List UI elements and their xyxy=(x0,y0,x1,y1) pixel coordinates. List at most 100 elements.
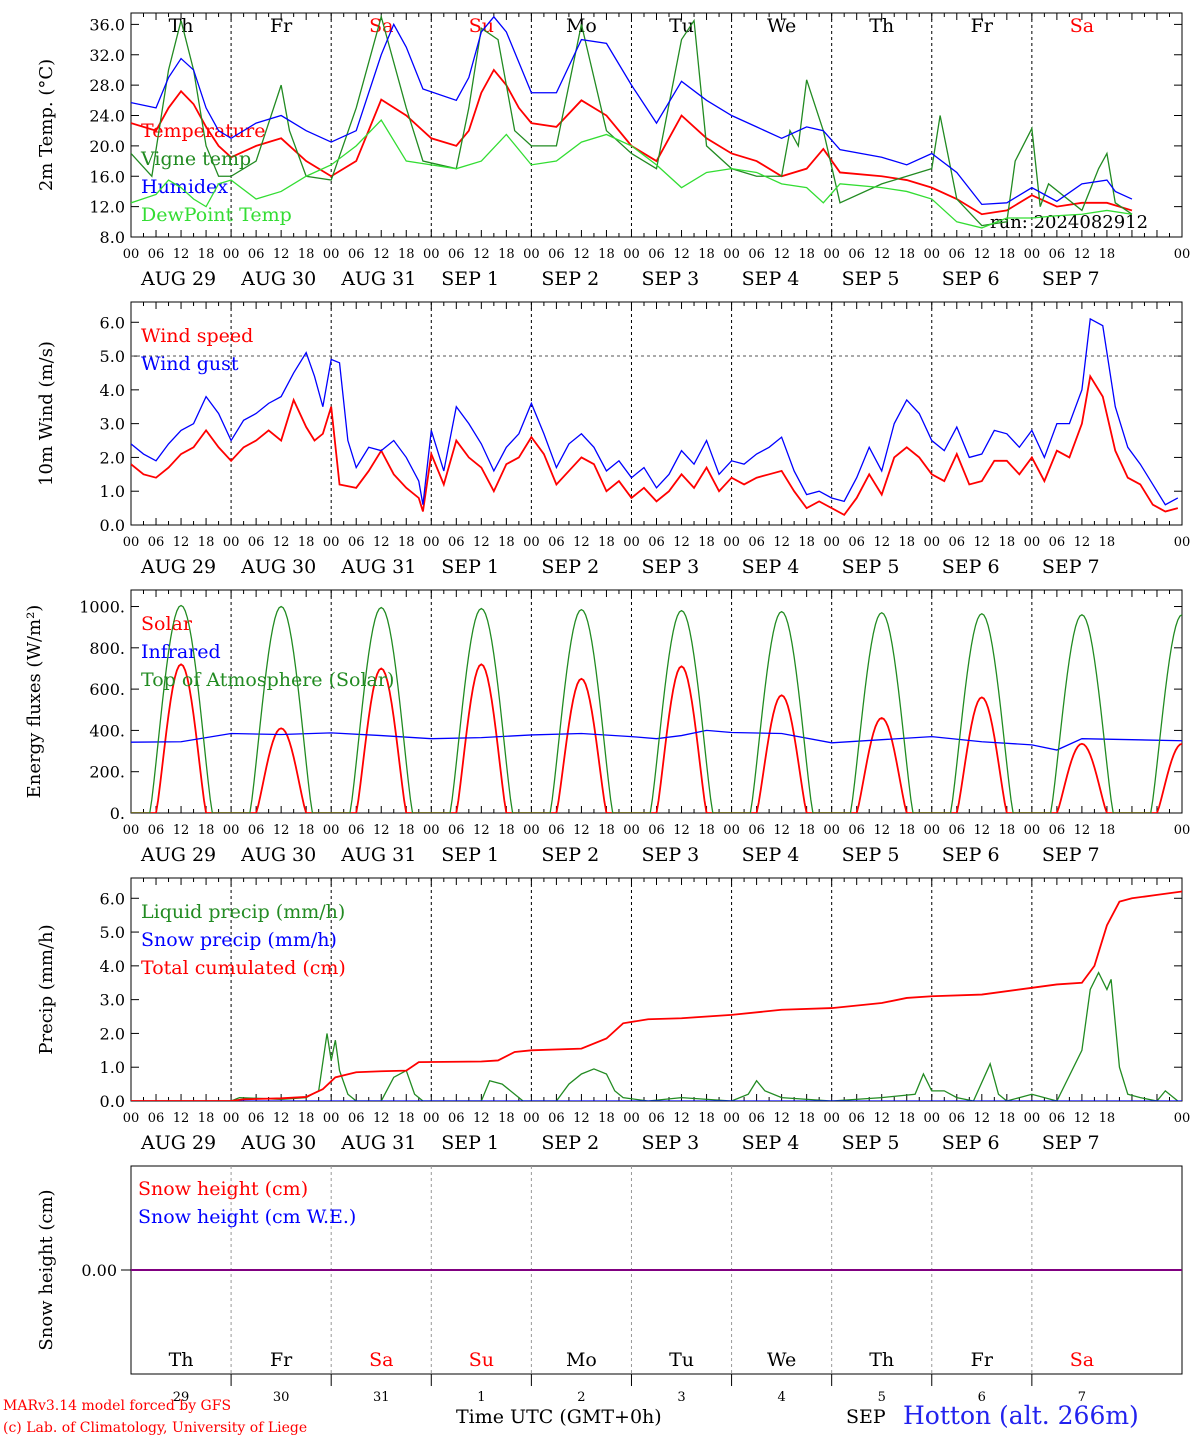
y-tick-label: 36.0 xyxy=(89,15,125,34)
hour-label: 06 xyxy=(848,1111,865,1126)
date-label: AUG 29 xyxy=(140,844,216,866)
date-label: SEP 5 xyxy=(842,1132,900,1154)
date-label: SEP 3 xyxy=(641,1132,699,1154)
hour-label: 06 xyxy=(1049,247,1066,262)
date-label: SEP 1 xyxy=(441,268,499,290)
hour-label: 06 xyxy=(548,1111,565,1126)
day-name: Fr xyxy=(270,1349,293,1371)
hour-label: 12 xyxy=(773,1111,790,1126)
y-tick-label: 1.0 xyxy=(100,1058,125,1077)
hour-label: 00 xyxy=(1174,1111,1191,1126)
hour-label: 00 xyxy=(223,535,240,550)
hour-label: 18 xyxy=(698,1111,715,1126)
date-label: SEP 2 xyxy=(541,1132,599,1154)
hour-label: 12 xyxy=(273,823,290,838)
date-label: AUG 29 xyxy=(140,1132,216,1154)
y-tick-label: 3.0 xyxy=(100,415,125,434)
y-tick-label: 400. xyxy=(89,721,125,740)
hour-label: 12 xyxy=(974,823,991,838)
hour-label: 18 xyxy=(798,247,815,262)
day-name: Sa xyxy=(1070,15,1094,37)
y-tick-label: 0.0 xyxy=(100,1092,125,1111)
hour-label: 06 xyxy=(748,823,765,838)
hour-label: 18 xyxy=(198,535,215,550)
series-line xyxy=(131,119,1133,229)
y-tick-label: 4.0 xyxy=(100,957,125,976)
hour-label: 18 xyxy=(999,1111,1016,1126)
hour-label: 18 xyxy=(698,535,715,550)
hour-label: 06 xyxy=(848,247,865,262)
hour-label: 12 xyxy=(773,823,790,838)
hour-label: 00 xyxy=(923,535,940,550)
y-axis-label: 2m Temp. (°C) xyxy=(36,59,57,191)
hour-label: 12 xyxy=(173,535,190,550)
hour-label: 06 xyxy=(548,823,565,838)
hour-label: 12 xyxy=(573,823,590,838)
hour-label: 18 xyxy=(498,1111,515,1126)
day-number: 31 xyxy=(373,1390,390,1405)
hour-label: 06 xyxy=(548,247,565,262)
y-axis-label: Energy fluxes (W/m²) xyxy=(24,605,45,799)
date-label: SEP 7 xyxy=(1042,844,1100,866)
hour-label: 12 xyxy=(573,535,590,550)
y-tick-label: 8.0 xyxy=(100,228,125,247)
hour-label: 00 xyxy=(623,247,640,262)
legend-entry: Top of Atmosphere (Solar) xyxy=(141,669,394,691)
hour-label: 12 xyxy=(273,535,290,550)
date-label: SEP 1 xyxy=(441,844,499,866)
hour-label: 18 xyxy=(798,1111,815,1126)
date-label: SEP 4 xyxy=(742,1132,800,1154)
date-label: SEP 6 xyxy=(942,1132,1000,1154)
y-axis-label: Snow height (cm) xyxy=(36,1189,57,1350)
hour-label: 06 xyxy=(1049,535,1066,550)
hour-label: 12 xyxy=(974,1111,991,1126)
hour-label: 12 xyxy=(273,247,290,262)
hour-label: 00 xyxy=(923,1111,940,1126)
day-name: Fr xyxy=(971,15,994,37)
hour-label: 00 xyxy=(723,1111,740,1126)
y-axis-label: 10m Wind (m/s) xyxy=(36,341,57,486)
hour-label: 00 xyxy=(323,823,340,838)
day-name: Su xyxy=(469,15,494,37)
y-tick-label: 28.0 xyxy=(89,76,125,95)
hour-label: 06 xyxy=(148,823,165,838)
series-line xyxy=(131,373,1179,517)
hour-label: 12 xyxy=(373,247,390,262)
hour-label: 12 xyxy=(873,823,890,838)
hour-label: 18 xyxy=(598,823,615,838)
y-axis-label: Precip (mm/h) xyxy=(36,924,57,1054)
hour-label: 06 xyxy=(348,535,365,550)
legend-entry: Wind gust xyxy=(141,353,239,375)
date-label: SEP 4 xyxy=(742,268,800,290)
hour-label: 06 xyxy=(648,247,665,262)
y-tick-label: 0. xyxy=(110,804,125,823)
date-label: SEP 2 xyxy=(541,556,599,578)
date-label: AUG 31 xyxy=(340,268,416,290)
hour-label: 12 xyxy=(373,823,390,838)
series-line xyxy=(131,15,1133,206)
day-name: Sa xyxy=(1070,1349,1094,1371)
y-tick-label: 800. xyxy=(89,639,125,658)
date-label: SEP 5 xyxy=(842,844,900,866)
series-line xyxy=(131,971,1179,1101)
y-tick-label: 5.0 xyxy=(100,923,125,942)
panel-2: 0.0 1.0 2.0 3.0 4.0 5.0 6.0 10m Wind (m/s) 00 06 1… xyxy=(36,301,1190,578)
date-label: SEP 3 xyxy=(641,556,699,578)
y-tick-label: 2.0 xyxy=(100,448,125,467)
series-line xyxy=(131,14,1133,227)
hour-label: 06 xyxy=(848,535,865,550)
day-number: 3 xyxy=(677,1390,685,1405)
legend-entry: Wind speed xyxy=(141,325,253,347)
legend-entry: DewPoint Temp xyxy=(141,204,292,226)
date-label: AUG 30 xyxy=(240,556,316,578)
day-name: Th xyxy=(169,15,194,37)
hour-label: 00 xyxy=(423,823,440,838)
hour-label: 00 xyxy=(1024,1111,1041,1126)
hour-label: 12 xyxy=(473,535,490,550)
date-label: AUG 30 xyxy=(240,268,316,290)
y-tick-label: 6.0 xyxy=(100,313,125,332)
hour-label: 06 xyxy=(448,247,465,262)
hour-label: 06 xyxy=(348,247,365,262)
date-label: SEP 7 xyxy=(1042,268,1100,290)
day-name: Sa xyxy=(369,15,393,37)
